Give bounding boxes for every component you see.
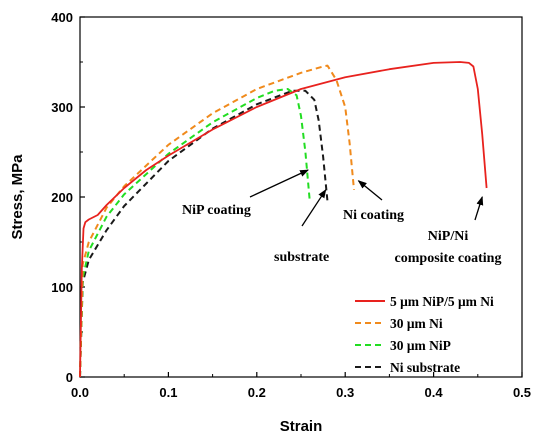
x-tick-label: 0.4 xyxy=(425,385,444,400)
annotation-arrow xyxy=(357,180,383,201)
x-tick-label: 0.3 xyxy=(336,385,354,400)
series-line-3 xyxy=(79,89,329,378)
annotation-label: substrate xyxy=(274,250,329,265)
plot-frame xyxy=(79,16,523,378)
y-tick-label: 400 xyxy=(51,10,73,25)
series-line-2 xyxy=(79,88,311,378)
x-tick-label: 0.1 xyxy=(159,385,177,400)
annotation-label: NiP coating xyxy=(182,203,251,218)
annotation-label: composite coating xyxy=(395,251,502,266)
legend-label: 5 μm NiP/5 μm Ni xyxy=(390,294,494,309)
annotation-label: Ni coating xyxy=(343,208,404,223)
annotation-arrow xyxy=(249,169,309,198)
legend-label: Ni substrate xyxy=(390,360,460,375)
series-line-0 xyxy=(79,61,488,378)
x-tick-label: 0.5 xyxy=(513,385,531,400)
series-layer xyxy=(79,61,488,378)
y-tick-label: 200 xyxy=(51,190,73,205)
annotation-arrow xyxy=(474,196,484,221)
annotation-label: NiP/Ni xyxy=(428,229,469,244)
y-axis-title: Stress, MPa xyxy=(9,154,26,240)
y-tick-label: 300 xyxy=(51,100,73,115)
legend-label: 30 μm Ni xyxy=(390,316,443,331)
legend: 5 μm NiP/5 μm Ni 30 μm Ni 30 μm NiP Ni subs… xyxy=(355,294,494,375)
annotation-layer: NiP coating Ni coating substrate NiP/Ni comp… xyxy=(182,169,502,266)
axis-ticks: 0.0 0.1 0.2 0.3 0.4 0.5 0 100 200 300 400 xyxy=(51,10,531,400)
y-tick-label: 100 xyxy=(51,280,73,295)
x-tick-label: 0.2 xyxy=(248,385,266,400)
legend-label: 30 μm NiP xyxy=(390,338,451,353)
annotation-arrow xyxy=(301,188,327,227)
y-tick-label: 0 xyxy=(66,370,73,385)
series-line-1 xyxy=(79,64,355,378)
x-axis-title: Strain xyxy=(280,418,323,435)
x-tick-label: 0.0 xyxy=(71,385,89,400)
